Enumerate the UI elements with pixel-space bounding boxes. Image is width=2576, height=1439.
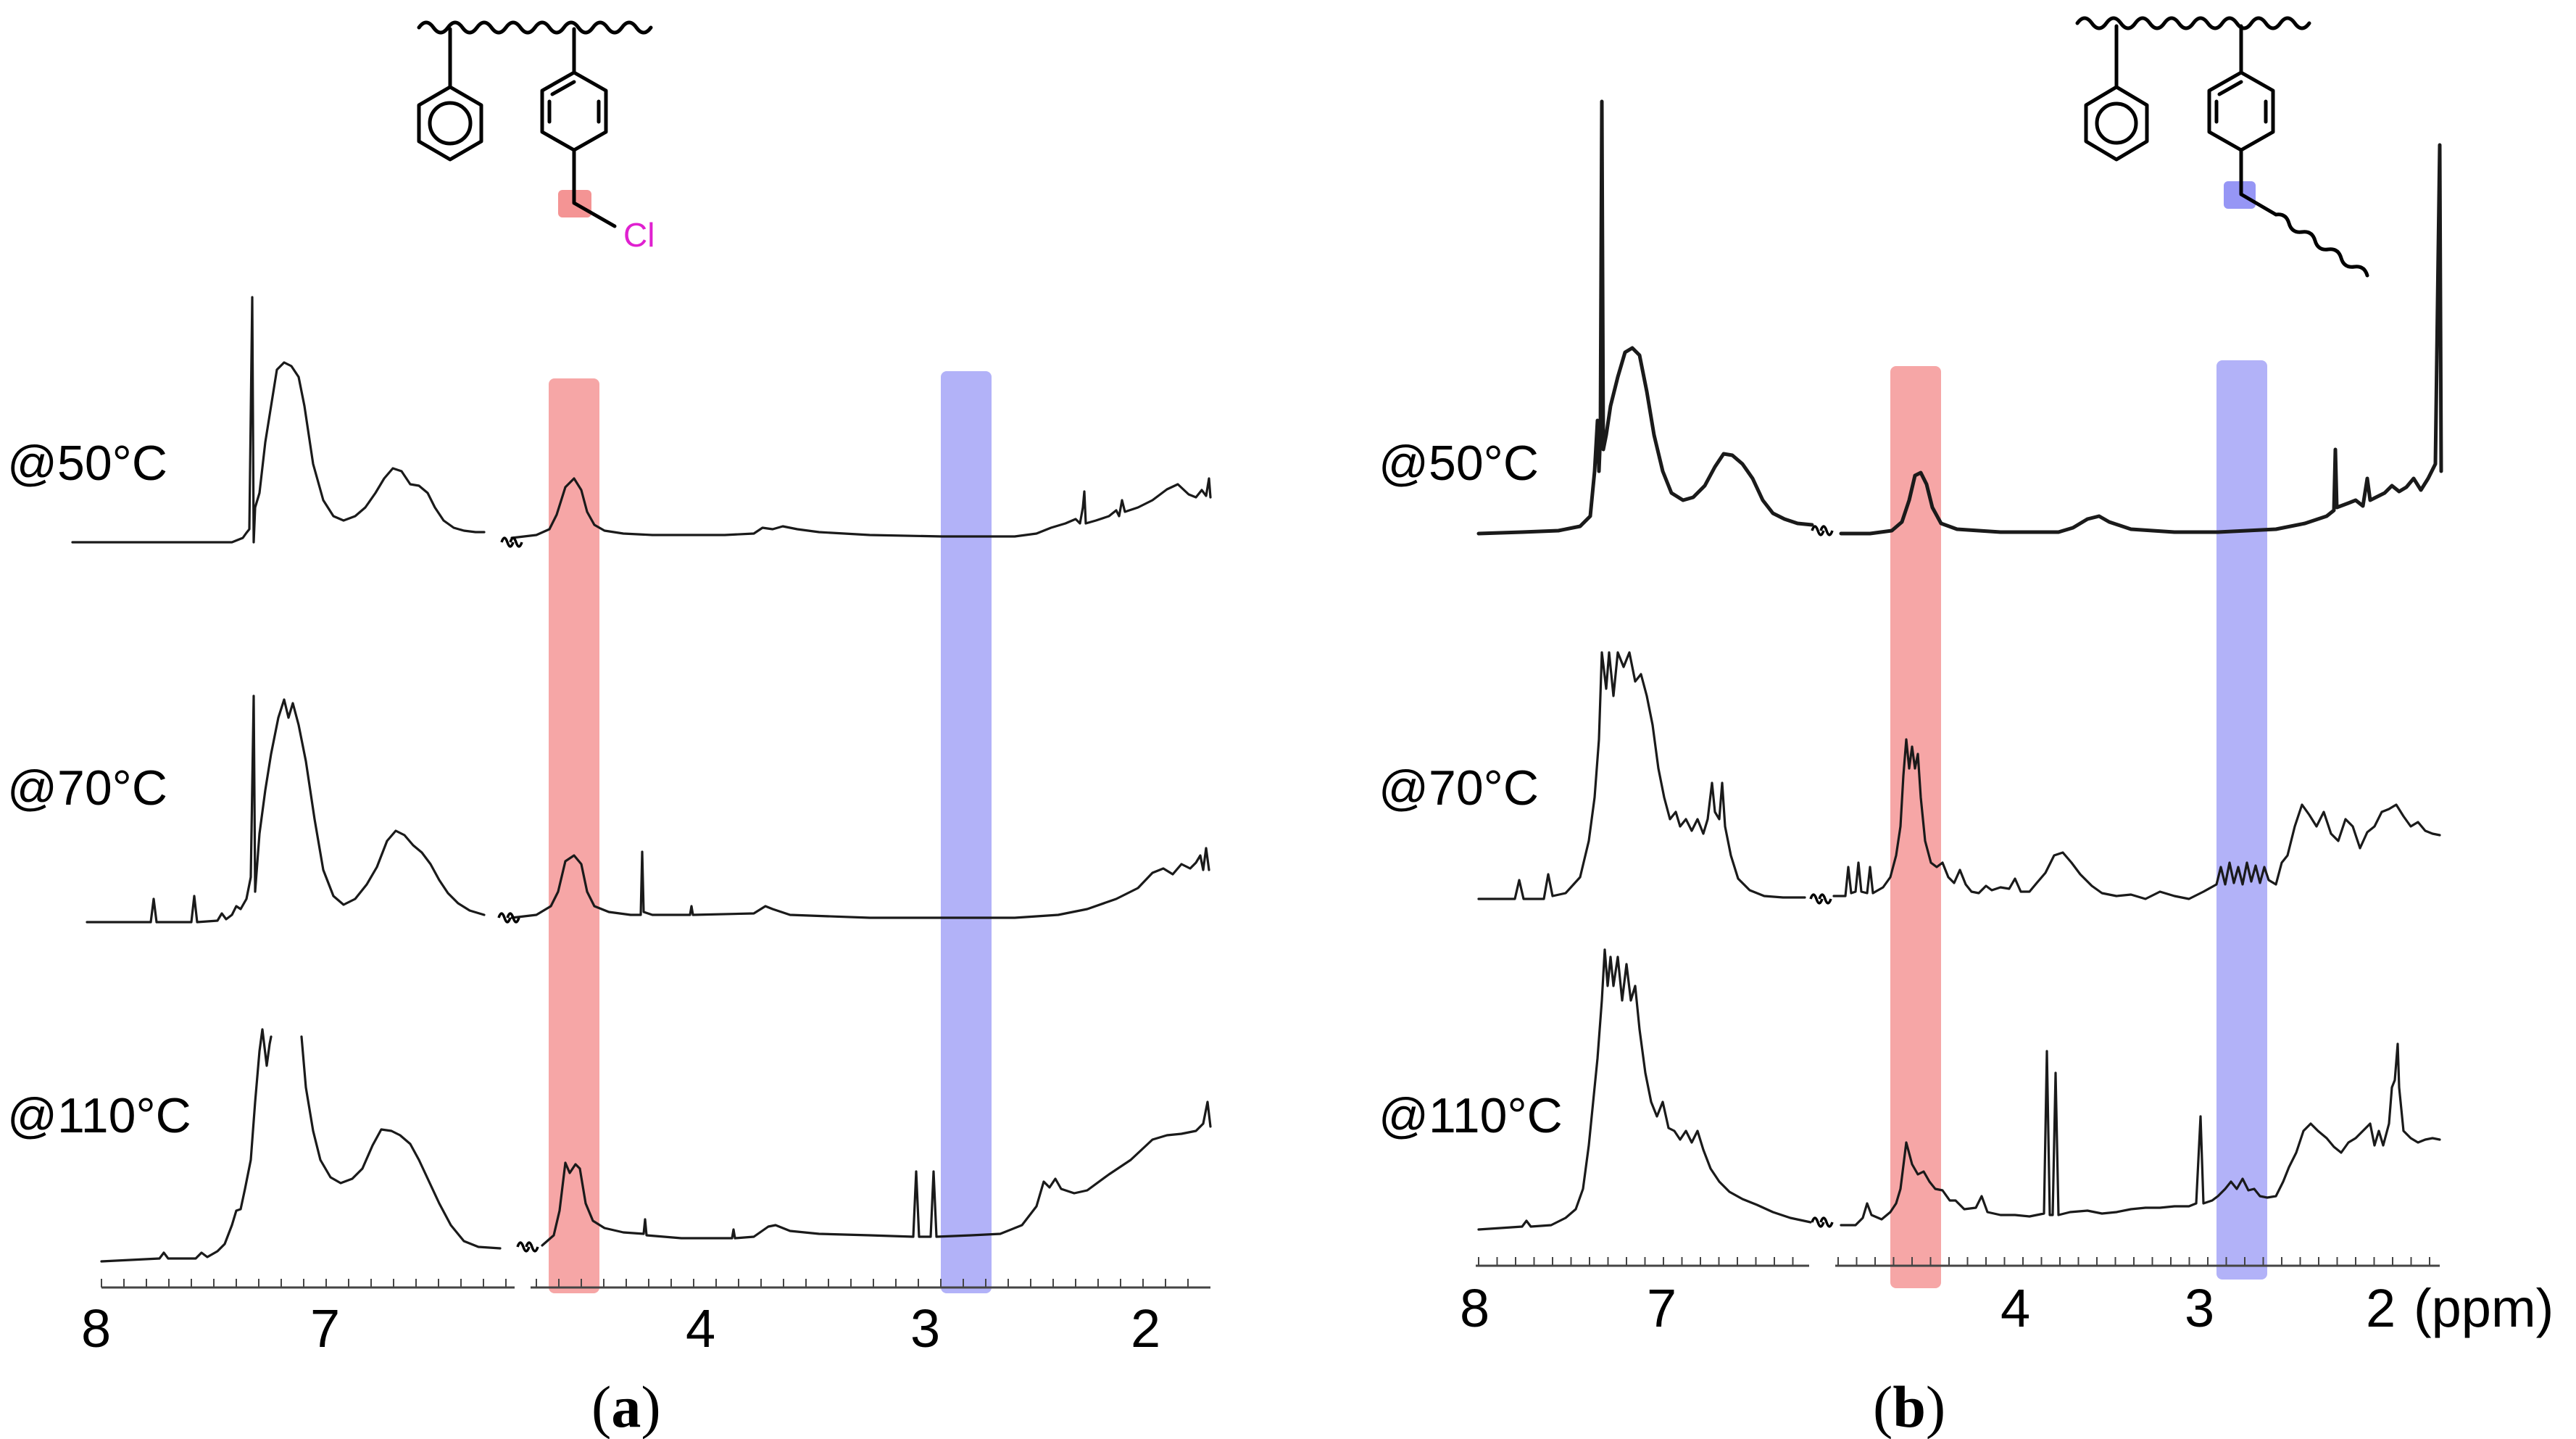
panel-b-letter: b [1892, 1374, 1926, 1439]
panel-b-tick-2: 2 [2366, 1278, 2396, 1338]
panel-a-axis-break-110c [516, 1241, 539, 1253]
panel-b-spectrum-70c [1477, 651, 1806, 900]
panel-a-spectrum-110c-right [541, 1100, 1212, 1247]
panel-a-paren-close: ) [641, 1374, 660, 1439]
panel-a-tick-8: 8 [81, 1298, 111, 1359]
panel-a-letter: a [611, 1374, 641, 1439]
panel-a-spectrum-110c [100, 1028, 502, 1263]
panel-a-axis-break-50c [500, 536, 523, 548]
panel-b-axis-break-50c [1811, 525, 1834, 536]
panel-a-label-50c: @50°C [7, 436, 167, 491]
panel-b-label-110c: @110°C [1379, 1088, 1563, 1143]
panel-a-cl-label: Cl [623, 216, 655, 254]
panel-a: @50°C @70°C @110°C 8 7 4 3 2 (a) [7, 20, 1212, 1439]
panel-b-tick-3: 3 [2185, 1278, 2214, 1338]
panel-b-phenyl-aromatic [2095, 101, 2138, 145]
panel-b-tick-8: 8 [1460, 1278, 1489, 1338]
panel-b-phenyl-ring [2084, 24, 2149, 162]
panel-b-crosslink-wavy [2274, 212, 2369, 278]
panel-b-spectrum-70c-right [1832, 738, 2441, 900]
panel-b-label: (b) [1873, 1374, 1945, 1439]
panel-b-axis-break-70c [1809, 893, 1832, 905]
panel-a-spectrum-70c-right [510, 847, 1210, 919]
panel-b-minor-ticks [1478, 1257, 2430, 1266]
panel-b-structure [2075, 16, 2369, 278]
panel-b-spectrum-110c-right [1840, 1042, 2441, 1227]
panel-a-structure: Cl [417, 20, 655, 254]
panel-a-tick-4: 4 [686, 1298, 715, 1359]
panel-a-label-110c: @110°C [7, 1088, 191, 1143]
panel-a-red-band [549, 378, 599, 1293]
panel-a-polymer-backbone [417, 20, 653, 35]
panel-a-ch2cl-bond [572, 148, 617, 228]
panel-a-paren-open: ( [591, 1374, 611, 1439]
panel-a-blue-band [941, 371, 992, 1293]
panel-b-red-band [1890, 366, 1941, 1288]
panel-a-phenyl-aromatic [428, 101, 473, 146]
panel-a-spectrum-50c [71, 296, 486, 544]
panel-a-tick-7: 7 [310, 1298, 340, 1359]
panel-b-label-70c: @70°C [1379, 760, 1539, 816]
panel-b-tick-7: 7 [1647, 1278, 1677, 1338]
panel-a-tick-3: 3 [910, 1298, 940, 1359]
panel-b-spectrum-110c [1477, 948, 1812, 1231]
panel-a-label: (a) [591, 1374, 661, 1439]
panel-b-axis-break-110c [1811, 1216, 1834, 1228]
panel-a-spectrum-70c [86, 694, 486, 924]
panel-b-ch2-bond [2239, 148, 2278, 217]
panel-a-tick-2: 2 [1131, 1298, 1160, 1359]
panel-b-spectrum-50c-right [1839, 143, 2443, 536]
panel-b-ppm-unit: (ppm) [2414, 1278, 2554, 1338]
panel-a-label-70c: @70°C [7, 760, 167, 816]
panel-b-polymer-backbone [2075, 16, 2311, 30]
panel-b-paren-close: ) [1926, 1374, 1945, 1439]
panel-b-label-50c: @50°C [1379, 436, 1539, 491]
panel-b-tick-4: 4 [2000, 1278, 2030, 1338]
panel-b-spectrum-50c [1476, 99, 1814, 536]
panel-a-spectrum-50c-right [510, 477, 1212, 539]
panel-b-paren-open: ( [1873, 1374, 1892, 1439]
panel-b-benzyl-ring [2207, 24, 2275, 152]
panel-b: @50°C @70°C @110°C 8 7 4 3 2 (ppm) (b) [1379, 16, 2554, 1439]
panel-a-axis-break-70c [497, 912, 520, 924]
panel-a-minor-ticks [101, 1279, 1189, 1287]
panel-a-phenyl-ring [417, 27, 483, 162]
panel-a-benzyl-ring [540, 27, 608, 152]
panel-b-blue-band [2216, 360, 2267, 1280]
